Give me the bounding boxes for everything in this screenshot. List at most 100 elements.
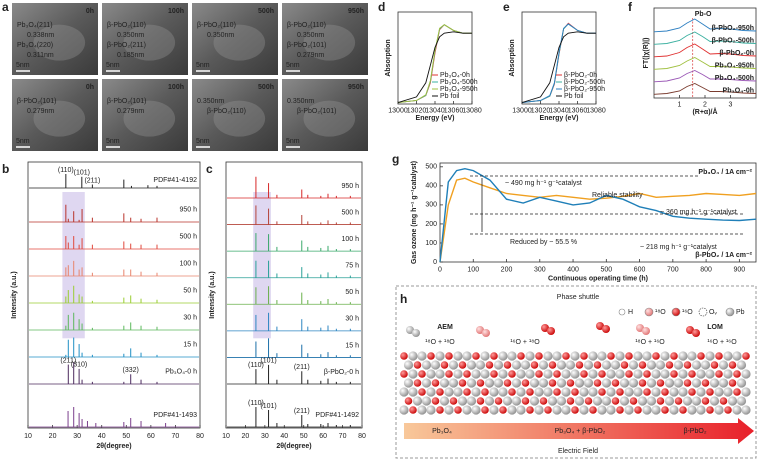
lead-atom: [399, 405, 409, 415]
lead-atom: [732, 351, 742, 361]
peak-label: (101): [260, 358, 276, 365]
legend-label: Pb foil: [564, 93, 584, 100]
oxygen-atom: [580, 370, 588, 378]
lead-atom: [646, 378, 657, 388]
lead-atom: [403, 360, 414, 370]
oxygen-atom: [580, 352, 588, 360]
tem-time: 500h: [258, 84, 274, 91]
lead-atom: [736, 360, 747, 370]
oxygen-atom: [476, 397, 485, 405]
tem-time: 0h: [86, 84, 94, 91]
lead-atom: [736, 396, 747, 406]
legend-label: Pb foil: [440, 93, 460, 100]
lattice-label: β-PbO₂(101): [297, 108, 336, 115]
lattice-label: 0.279nm: [297, 52, 324, 59]
annotation: ~ 490 mg h⁻¹ g⁻¹catalyst: [505, 180, 582, 187]
x-tick-label: 10: [24, 433, 32, 440]
reference-name: PDF#41-4192: [153, 177, 197, 184]
lead-atom: [556, 360, 567, 370]
lead-atom: [493, 378, 504, 388]
oxygen-atom: [593, 361, 602, 369]
x-tick-label: 80: [358, 433, 366, 440]
tem-texture: [33, 100, 86, 137]
lead-atom: [642, 405, 652, 415]
lead-atom: [588, 369, 598, 379]
annotation: Reliable stability: [592, 192, 643, 199]
lead-atom: [687, 351, 697, 361]
lead-atom: [444, 405, 454, 415]
lead-atom: [723, 369, 733, 379]
lead-atom: [651, 405, 661, 415]
lead-atom: [696, 369, 706, 379]
peak-label: (310): [71, 362, 87, 369]
lead-atom: [691, 378, 702, 388]
oxygen-atom: [458, 361, 467, 369]
y-tick-label: 300: [425, 202, 437, 209]
tem-time: 950h: [348, 84, 364, 91]
panel-letter: b: [2, 162, 9, 176]
oxygen-atom: [562, 352, 570, 360]
lead-atom: [646, 360, 657, 370]
oxygen-atom: [701, 379, 710, 387]
field-arrow: [404, 418, 754, 444]
y-axis-title: Gas ozone (mg h⁻¹ g⁻¹catalyst): [411, 161, 418, 264]
lead-atom: [498, 351, 508, 361]
legend-label: ¹⁶O: [682, 309, 693, 316]
oxygen-atom: [589, 406, 597, 414]
lead-atom: [673, 378, 684, 388]
tem-image: [102, 3, 188, 75]
lead-atom: [723, 351, 733, 361]
lead-atom: [466, 378, 477, 388]
scale-label: 5nm: [16, 62, 30, 69]
lead-atom: [583, 360, 594, 370]
oxygen-atom: [629, 397, 638, 405]
legend-atom: [618, 308, 626, 316]
trace-name: 500 h: [179, 234, 197, 241]
x-axis-title: (R+α)/Å: [692, 107, 717, 116]
oxygen-atom: [490, 370, 498, 378]
mechanism-label: AEM: [437, 324, 453, 331]
oxygen-atom: [679, 406, 687, 414]
lattice-label: β-PbO₂(211): [107, 42, 146, 49]
lead-atom: [601, 360, 612, 370]
lead-atom: [718, 378, 729, 388]
series-line: [653, 56, 757, 70]
lead-atom: [606, 387, 616, 397]
lead-atom: [439, 396, 450, 406]
lead-atom: [534, 405, 544, 415]
oxygen-atom: [593, 379, 602, 387]
oxygen-atom: [530, 361, 539, 369]
lead-atom: [516, 405, 526, 415]
x-tick-label: 500: [600, 266, 612, 273]
lead-atom: [453, 351, 463, 361]
trace-name: 50 h: [183, 288, 197, 295]
oxygen-atom: [616, 406, 624, 414]
lead-atom: [723, 387, 733, 397]
oxygen-atom: [445, 352, 453, 360]
trace-name: 30 h: [345, 316, 359, 323]
oxygen-atom: [616, 388, 624, 396]
oxygen-atom: [598, 388, 606, 396]
lead-atom: [408, 387, 418, 397]
oxygen-atom: [728, 379, 737, 387]
oxygen-atom: [652, 352, 660, 360]
lead-atom: [421, 396, 432, 406]
lead-atom: [678, 369, 688, 379]
molecule-atom: [547, 327, 555, 335]
lattice-label: β-PbO₂(110): [207, 108, 246, 115]
lead-atom: [709, 378, 720, 388]
lattice-label: β-PbO₂(110): [197, 22, 236, 29]
series-label: Pb₃O₄-950h: [715, 62, 754, 69]
lead-atom: [700, 360, 711, 370]
lead-atom: [696, 387, 706, 397]
lead-atom: [574, 396, 585, 406]
x-tick-label: 70: [339, 433, 347, 440]
series-label: Pb₃O₄ / 1A cm⁻²: [698, 169, 752, 176]
lead-atom: [484, 396, 495, 406]
oxygen-atom: [607, 352, 615, 360]
oxygen-atom: [427, 352, 435, 360]
peak-label: (110): [248, 362, 264, 369]
oxygen-atom: [643, 388, 651, 396]
lead-atom: [529, 396, 540, 406]
lead-atom: [619, 396, 630, 406]
